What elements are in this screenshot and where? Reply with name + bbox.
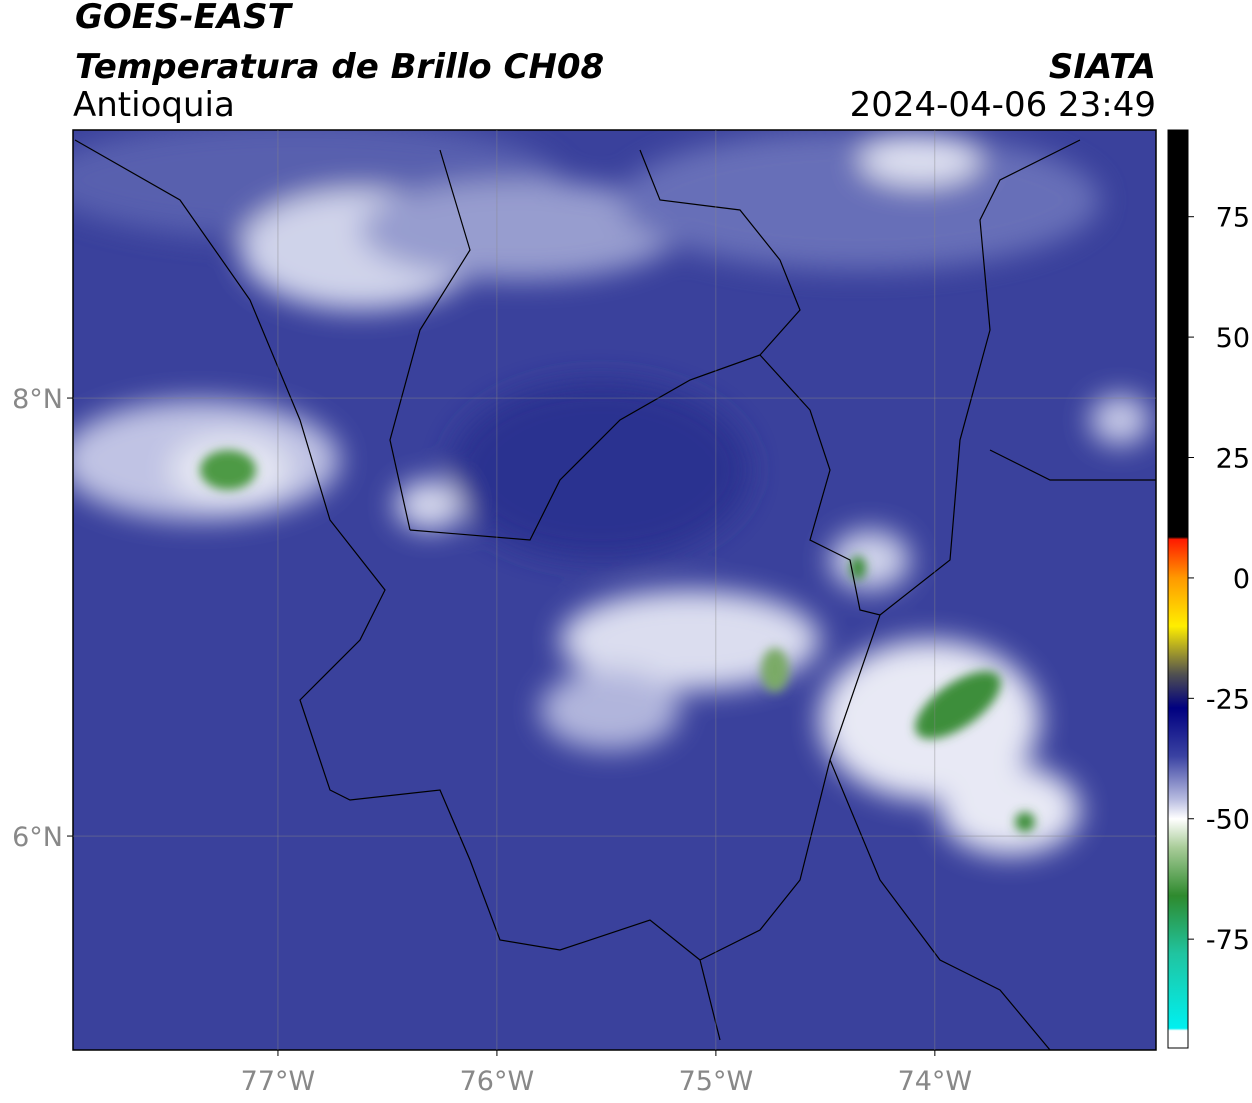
colorbar-tick-label: 0 — [1233, 564, 1250, 595]
title: GOES-EAST — [75, 0, 294, 37]
x-tick-label: 76°W — [460, 1066, 535, 1097]
colorbar-tick-label: -50 — [1206, 805, 1250, 836]
x-tick-label: 77°W — [241, 1066, 316, 1097]
colorbar: 75 50 25 0 -25 -50 -75 — [1167, 129, 1250, 1049]
colorbar-tick-label: 50 — [1216, 323, 1250, 354]
timestamp: 2024-04-06 23:49 — [850, 85, 1156, 125]
colorbar-tick-label: -75 — [1206, 925, 1250, 956]
region: Antioquia — [73, 85, 235, 125]
source: SIATA — [1049, 47, 1156, 87]
y-tick-label: 8°N — [12, 384, 63, 415]
x-tick-label: 75°W — [679, 1066, 754, 1097]
map-image — [73, 130, 1156, 1050]
colorbar-tick-label: 75 — [1216, 203, 1250, 234]
colorbar-tick-label: -25 — [1206, 684, 1250, 715]
y-tick-label: 6°N — [12, 822, 63, 853]
colorbar-scale — [1167, 129, 1189, 1049]
colorbar-tick-label: 25 — [1216, 444, 1250, 475]
x-tick-label: 74°W — [898, 1066, 973, 1097]
subtitle: Temperatura de Brillo CH08 — [75, 47, 604, 87]
map-frame — [72, 129, 1157, 1051]
